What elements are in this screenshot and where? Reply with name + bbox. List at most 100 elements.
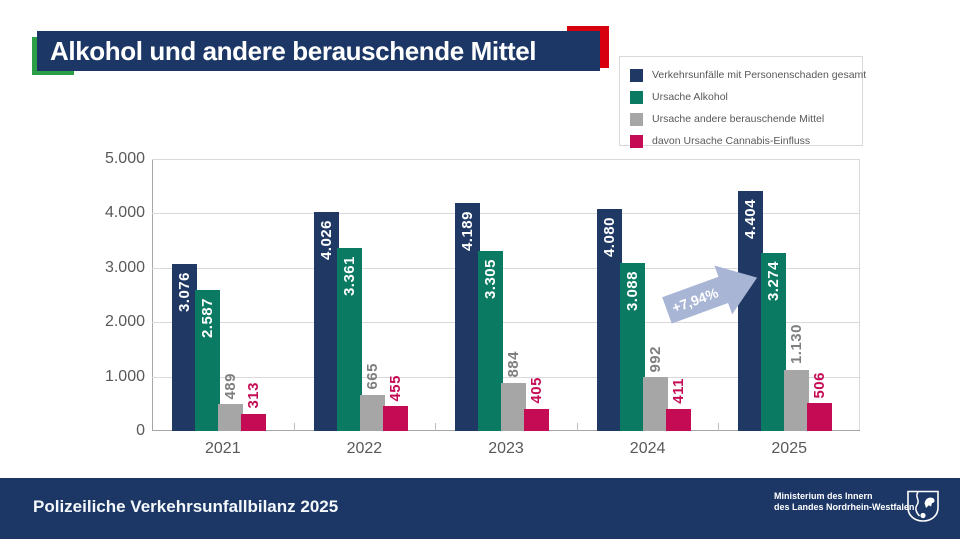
bar-group-2023: 4.189 3.305 884 405 <box>435 159 577 431</box>
x-axis-tick <box>435 423 437 431</box>
footer-bar: Polizeiliche Verkehrsunfallbilanz 2025 M… <box>0 478 960 539</box>
y-axis-line <box>152 159 153 431</box>
legend-item-andere-mittel: Ursache andere berauschende Mittel <box>630 108 862 130</box>
bar-2023-series3: 405 <box>524 377 550 431</box>
bar-value-label-wrap: 3.361 <box>325 256 374 296</box>
gridline <box>152 267 860 269</box>
bar-value-label: 4.404 <box>742 199 760 240</box>
bar-value-label: 992 <box>646 345 664 373</box>
bar-value-label: 455 <box>386 374 404 402</box>
bar-chart-plot-area: 3.076 2.587 489 313 4.026 3.361 665 455 4.189 3.3… <box>152 159 860 431</box>
legend-label: Ursache Alkohol <box>652 91 728 103</box>
bar-group-2022: 4.026 3.361 665 455 <box>294 159 436 431</box>
x-axis-tick <box>576 423 578 431</box>
bar-value-label: 313 <box>245 382 262 409</box>
legend-label: davon Ursache Cannabis-Einfluss <box>652 135 811 147</box>
y-axis-tick-label: 4.000 <box>104 204 145 222</box>
chart-legend: Verkehrsunfälle mit Personenschaden gesa… <box>619 56 866 148</box>
bar-value-label: 405 <box>528 377 546 404</box>
gridline <box>152 159 860 160</box>
bar-2021-series3: 313 <box>241 382 266 431</box>
bar-value-label: 3.361 <box>340 256 358 297</box>
footer-title: Polizeiliche Verkehrsunfallbilanz 2025 <box>33 497 339 516</box>
bar-2024-series3: 411 <box>665 378 691 431</box>
bar-value-label: 884 <box>505 351 523 378</box>
bar-2021-series0: 3.076 <box>172 263 197 431</box>
bar-2022-series3: 455 <box>382 375 408 431</box>
page-title: Alkohol und andere berauschende Mittel <box>50 35 537 66</box>
x-axis-tick <box>293 423 295 431</box>
bar-2021-series1: 2.587 <box>195 290 220 431</box>
bar-value-label-wrap: 4.080 <box>585 217 634 257</box>
legend-item-cannabis: davon Ursache Cannabis-Einfluss <box>630 130 862 152</box>
bar-value-label-wrap: 455 <box>371 375 420 402</box>
bar-value-label-wrap: 3.088 <box>608 271 657 311</box>
bar-value-label-wrap: 1.130 <box>772 324 821 364</box>
x-axis-label-2021: 2021 <box>205 440 241 457</box>
bar-value-label: 3.088 <box>623 271 641 312</box>
bar-value-label-wrap: 405 <box>512 377 561 404</box>
bar-value-label: 506 <box>811 371 829 399</box>
bar-value-label: 4.080 <box>600 217 618 258</box>
bar-2023-series0: 4.189 <box>455 203 481 431</box>
ministry-line-1: Ministerium des Innern <box>774 491 873 501</box>
bar-value-label-wrap: 2.587 <box>183 298 232 338</box>
bar-2023-series1: 3.305 <box>478 251 504 431</box>
bar-value-label-wrap: 313 <box>229 382 278 409</box>
ministry-line-2: des Landes Nordrhein-Westfalen <box>774 502 915 512</box>
legend-item-gesamt: Verkehrsunfälle mit Personenschaden gesa… <box>630 64 866 86</box>
increase-arrow: +7,94% <box>657 249 768 338</box>
bar-value-label-wrap: 884 <box>489 351 538 378</box>
y-axis-tick-label: 5.000 <box>104 150 145 167</box>
x-axis-label-2025: 2025 <box>771 440 807 457</box>
bar-2024-series0: 4.080 <box>596 209 622 431</box>
bar-2023-series2: 884 <box>501 351 527 431</box>
legend-swatch-magenta <box>630 134 643 148</box>
bar-group-2021: 3.076 2.587 489 313 <box>152 159 294 431</box>
legend-swatch-navy <box>630 68 643 82</box>
x-axis-label-2024: 2024 <box>629 440 666 457</box>
bar-2022-series0: 4.026 <box>313 212 339 431</box>
bar-value-label: 3.274 <box>765 260 783 301</box>
y-axis-tick-label: 2.000 <box>104 313 145 331</box>
legend-item-alkohol: Ursache Alkohol <box>630 86 862 108</box>
bar-value-label: 4.189 <box>459 211 477 252</box>
plot-right-border <box>859 159 860 431</box>
x-axis-tick <box>718 423 720 431</box>
y-axis-tick-label: 0 <box>136 422 145 439</box>
legend-swatch-teal <box>630 90 643 104</box>
x-axis-label-2023: 2023 <box>488 440 524 457</box>
bar-2025-series0: 4.404 <box>738 191 764 431</box>
bar-value-label: 411 <box>669 377 687 404</box>
bar-group-2024: 4.080 3.088 992 411 <box>577 159 719 431</box>
y-axis-tick-label: 3.000 <box>104 258 145 276</box>
bar-value-label-wrap: 3.305 <box>466 259 515 299</box>
gridline <box>152 322 860 324</box>
bar-value-label-wrap: 411 <box>654 378 703 404</box>
bar-value-label: 1.130 <box>788 324 806 365</box>
gridline <box>152 213 860 215</box>
bar-2025-series1: 3.274 <box>761 252 787 431</box>
bar-2022-series1: 3.361 <box>336 248 362 431</box>
bar-group-2025: 4.404 3.274 1.130 506 <box>718 159 860 431</box>
bar-2021-series2: 489 <box>218 373 243 431</box>
bar-value-label-wrap: 4.404 <box>726 199 775 239</box>
bar-value-label-wrap: 4.189 <box>443 211 492 251</box>
legend-label: Ursache andere berauschende Mittel <box>652 113 825 125</box>
bar-value-label: 4.026 <box>317 220 335 261</box>
ministry-text: Ministerium des Innern des Landes Nordrh… <box>774 491 914 513</box>
nrw-coat-of-arms-icon <box>907 490 939 522</box>
bar-value-label-wrap: 506 <box>795 372 844 399</box>
bar-2025-series3: 506 <box>807 372 833 431</box>
legend-swatch-gray <box>630 112 643 126</box>
bar-2024-series2: 992 <box>642 346 668 431</box>
bar-value-label: 3.305 <box>482 259 500 300</box>
bar-value-label: 2.587 <box>199 298 216 339</box>
bar-2022-series2: 665 <box>359 363 385 431</box>
gridline <box>152 376 860 378</box>
y-axis-tick-label: 1.000 <box>104 367 145 385</box>
bar-2024-series1: 3.088 <box>619 263 645 431</box>
bar-2025-series2: 1.130 <box>784 324 810 431</box>
arrow-icon: +7,94% <box>662 265 758 324</box>
